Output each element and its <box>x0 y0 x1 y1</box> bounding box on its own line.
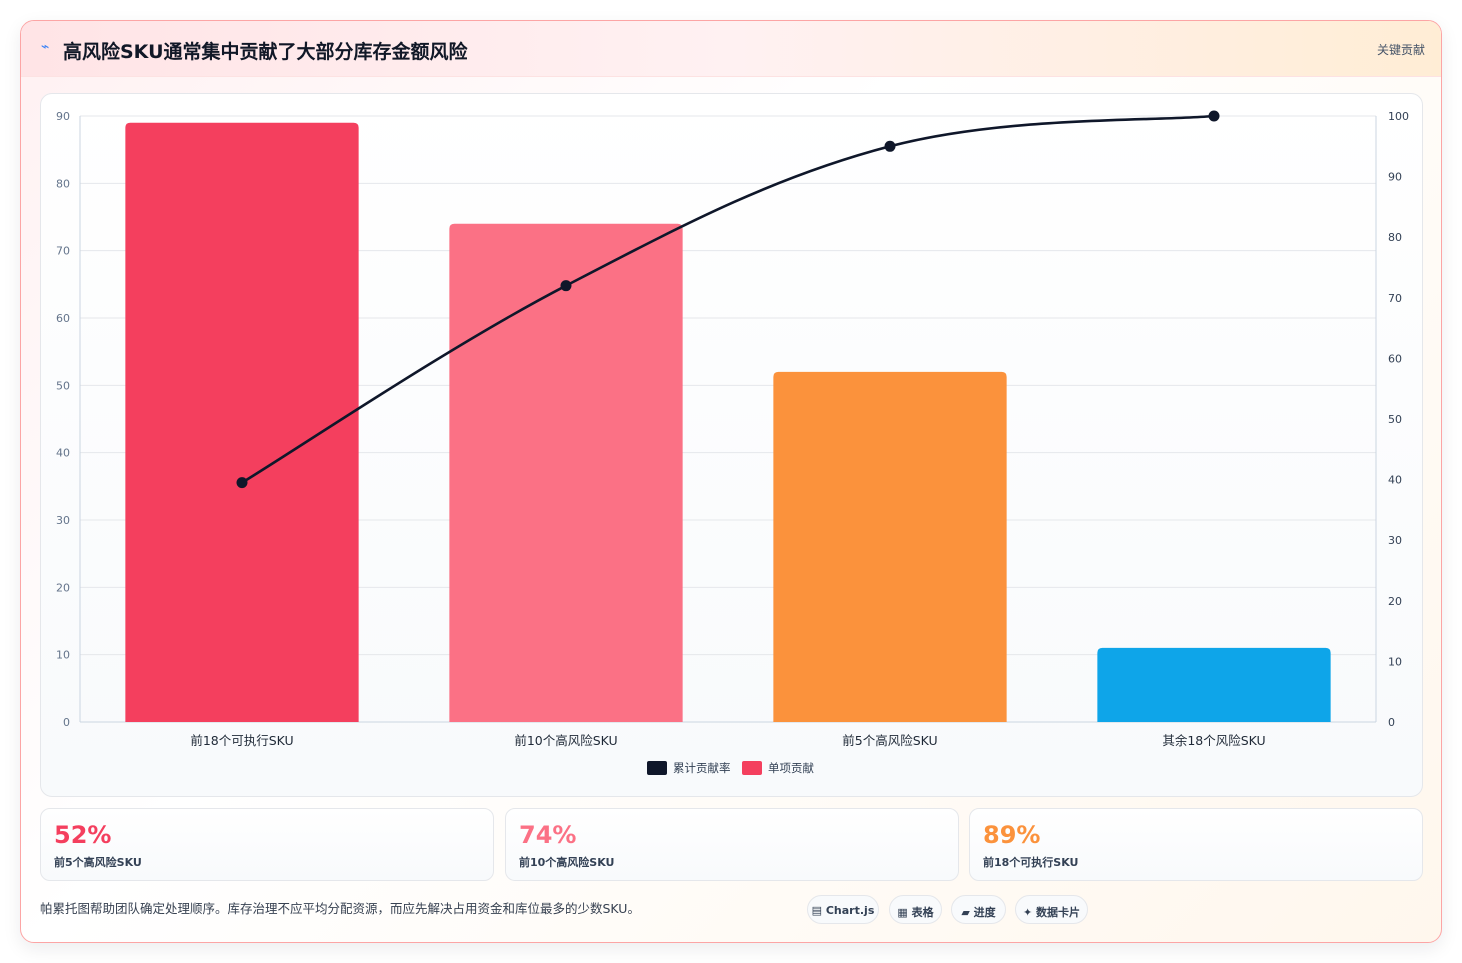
y-left-tick-label: 60 <box>56 312 70 325</box>
pill-chartjs[interactable]: ▤ Chart.js <box>807 895 879 924</box>
pill-progress[interactable]: ▰ 进度 <box>951 895 1006 924</box>
y-right-tick-label: 0 <box>1388 716 1395 729</box>
footnote: 帕累托图帮助团队确定处理顺序。库存治理不应平均分配资源，而应先解决占用资金和库位… <box>40 901 640 916</box>
y-right-tick-label: 70 <box>1388 292 1402 305</box>
bar <box>1097 647 1331 722</box>
x-tick-label: 其余18个风险SKU <box>1162 733 1265 748</box>
y-left-tick-label: 20 <box>56 581 70 594</box>
stat-card-top10: 74% 前10个高风险SKU <box>505 808 959 881</box>
y-left-tick-label: 90 <box>56 110 70 123</box>
y-right-tick-label: 80 <box>1388 231 1402 244</box>
stat-label: 前10个高风险SKU <box>519 856 615 869</box>
card-header: ⌁ 高风险SKU通常集中贡献了大部分库存金额风险 关键贡献 <box>21 21 1441 77</box>
pill-label: 数据卡片 <box>1036 906 1081 919</box>
x-tick-label: 前10个高风险SKU <box>514 733 617 748</box>
x-tick-label: 前5个高风险SKU <box>842 733 937 748</box>
bar <box>773 371 1007 722</box>
stat-card-top18: 89% 前18个可执行SKU <box>969 808 1423 881</box>
report-card: ⌁ 高风险SKU通常集中贡献了大部分库存金额风险 关键贡献 0 10 20 30 40 5… <box>20 20 1442 943</box>
pill-label: Chart.js <box>825 904 875 917</box>
y-right-tick-label: 90 <box>1388 171 1402 184</box>
stat-value: 74% <box>519 821 577 849</box>
y-right-tick-label: 30 <box>1388 534 1402 547</box>
cumulative-point <box>236 477 248 489</box>
legend-swatch <box>647 761 667 775</box>
table-icon: ▦ <box>897 906 908 919</box>
y-right-tick-label: 100 <box>1388 110 1409 123</box>
y-left-tick-label: 50 <box>56 379 70 392</box>
bar <box>449 223 683 722</box>
chart-icon: ▤ <box>811 904 823 917</box>
pill-label: 表格 <box>911 906 934 919</box>
key-contribution-tag: 关键贡献 <box>1376 43 1425 57</box>
y-left-tick-label: 70 <box>56 245 70 258</box>
y-left-tick-label: 40 <box>56 447 70 460</box>
card-title: 高风险SKU通常集中贡献了大部分库存金额风险 <box>63 41 468 63</box>
y-right-tick-label: 50 <box>1388 413 1402 426</box>
stat-card-top5: 52% 前5个高风险SKU <box>40 808 494 881</box>
y-left-tick-label: 0 <box>63 716 70 729</box>
stat-value: 89% <box>983 821 1041 849</box>
pareto-chart: 0 10 20 30 40 50 60 70 80 90 0 10 20 30 40 50 60 70 80 90 10… <box>56 110 1409 775</box>
y-left-tick-label: 30 <box>56 514 70 527</box>
y-right-tick-label: 60 <box>1388 352 1402 365</box>
y-right-tick-label: 20 <box>1388 595 1402 608</box>
pill-table[interactable]: ▦ 表格 <box>889 895 942 924</box>
cumulative-point <box>1208 110 1220 122</box>
cumulative-point <box>560 280 572 292</box>
pill-data-cards[interactable]: ✦ 数据卡片 <box>1015 895 1088 924</box>
legend-label: 单项贡献 <box>768 761 814 775</box>
legend-swatch <box>742 761 762 775</box>
y-right-tick-label: 10 <box>1388 655 1402 668</box>
sparkle-icon: ✦ <box>1022 906 1033 919</box>
lightning-icon: ⌁ <box>41 39 50 55</box>
pill-label: 进度 <box>973 906 996 919</box>
pareto-chart-panel: 0 10 20 30 40 50 60 70 80 90 0 10 20 30 40 50 60 70 80 90 10… <box>40 93 1423 797</box>
y-left-tick-label: 80 <box>56 177 70 190</box>
cumulative-point <box>884 140 896 152</box>
y-left-tick-label: 10 <box>56 649 70 662</box>
progress-icon: ▰ <box>961 906 970 919</box>
stat-label: 前5个高风险SKU <box>54 856 142 869</box>
legend-label: 累计贡献率 <box>673 761 731 775</box>
cumulative-line <box>241 114 1215 484</box>
stat-label: 前18个可执行SKU <box>983 856 1079 869</box>
bar <box>125 122 359 722</box>
y-right-tick-label: 40 <box>1388 474 1402 487</box>
stat-value: 52% <box>54 821 112 849</box>
x-tick-label: 前18个可执行SKU <box>190 733 293 748</box>
